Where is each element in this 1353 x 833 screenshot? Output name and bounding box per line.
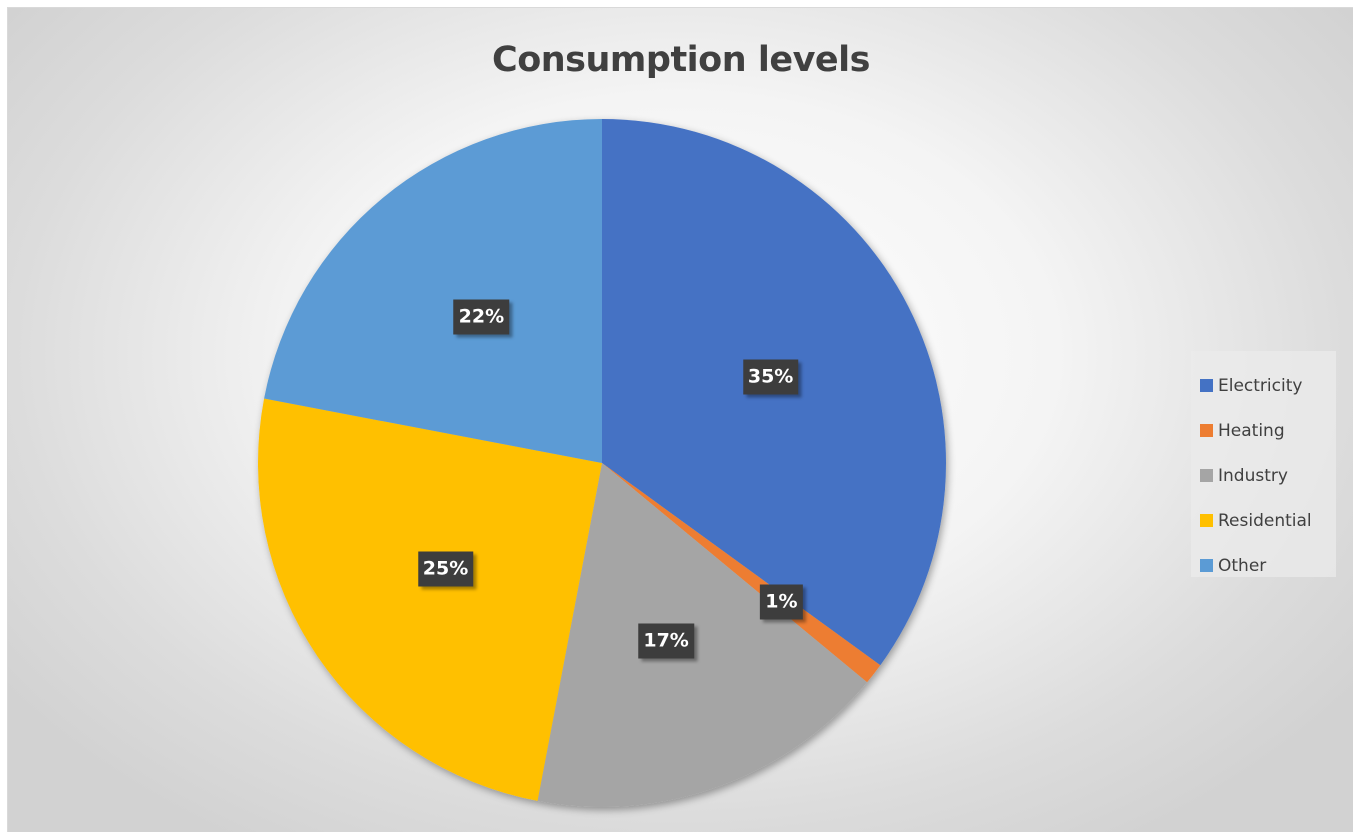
data-label-industry: 17% [638, 623, 694, 659]
legend-item-heating: Heating [1191, 408, 1336, 453]
legend-swatch-other [1200, 559, 1213, 572]
pie-slice-heating [602, 463, 881, 683]
legend-swatch-industry [1200, 469, 1213, 482]
chart-area: Consumption levels 35% 1% 17% 25% 22% Electr… [7, 7, 1353, 832]
legend-item-residential: Residential [1191, 498, 1336, 543]
legend-item-other: Other [1191, 543, 1336, 588]
legend-label-heating: Heating [1218, 420, 1285, 441]
legend-swatch-heating [1200, 424, 1213, 437]
data-label-residential: 25% [417, 551, 474, 587]
legend: Electricity Heating Industry Residential… [1191, 351, 1336, 577]
data-label-other: 22% [453, 299, 510, 335]
legend-swatch-residential [1200, 514, 1213, 527]
pie-slice-residential [257, 398, 602, 801]
pie-chart [257, 119, 946, 808]
pie-slice-industry [537, 463, 868, 808]
legend-label-electricity: Electricity [1218, 375, 1303, 396]
pie-slice-other [264, 119, 602, 463]
legend-item-industry: Industry [1191, 453, 1336, 498]
data-label-heating: 1% [760, 584, 803, 620]
legend-label-industry: Industry [1218, 465, 1288, 486]
legend-label-residential: Residential [1218, 510, 1312, 531]
legend-item-electricity: Electricity [1191, 363, 1336, 408]
legend-label-other: Other [1218, 555, 1267, 576]
legend-swatch-electricity [1200, 379, 1213, 392]
data-label-electricity: 35% [742, 359, 799, 395]
chart-title: Consumption levels [492, 40, 870, 80]
